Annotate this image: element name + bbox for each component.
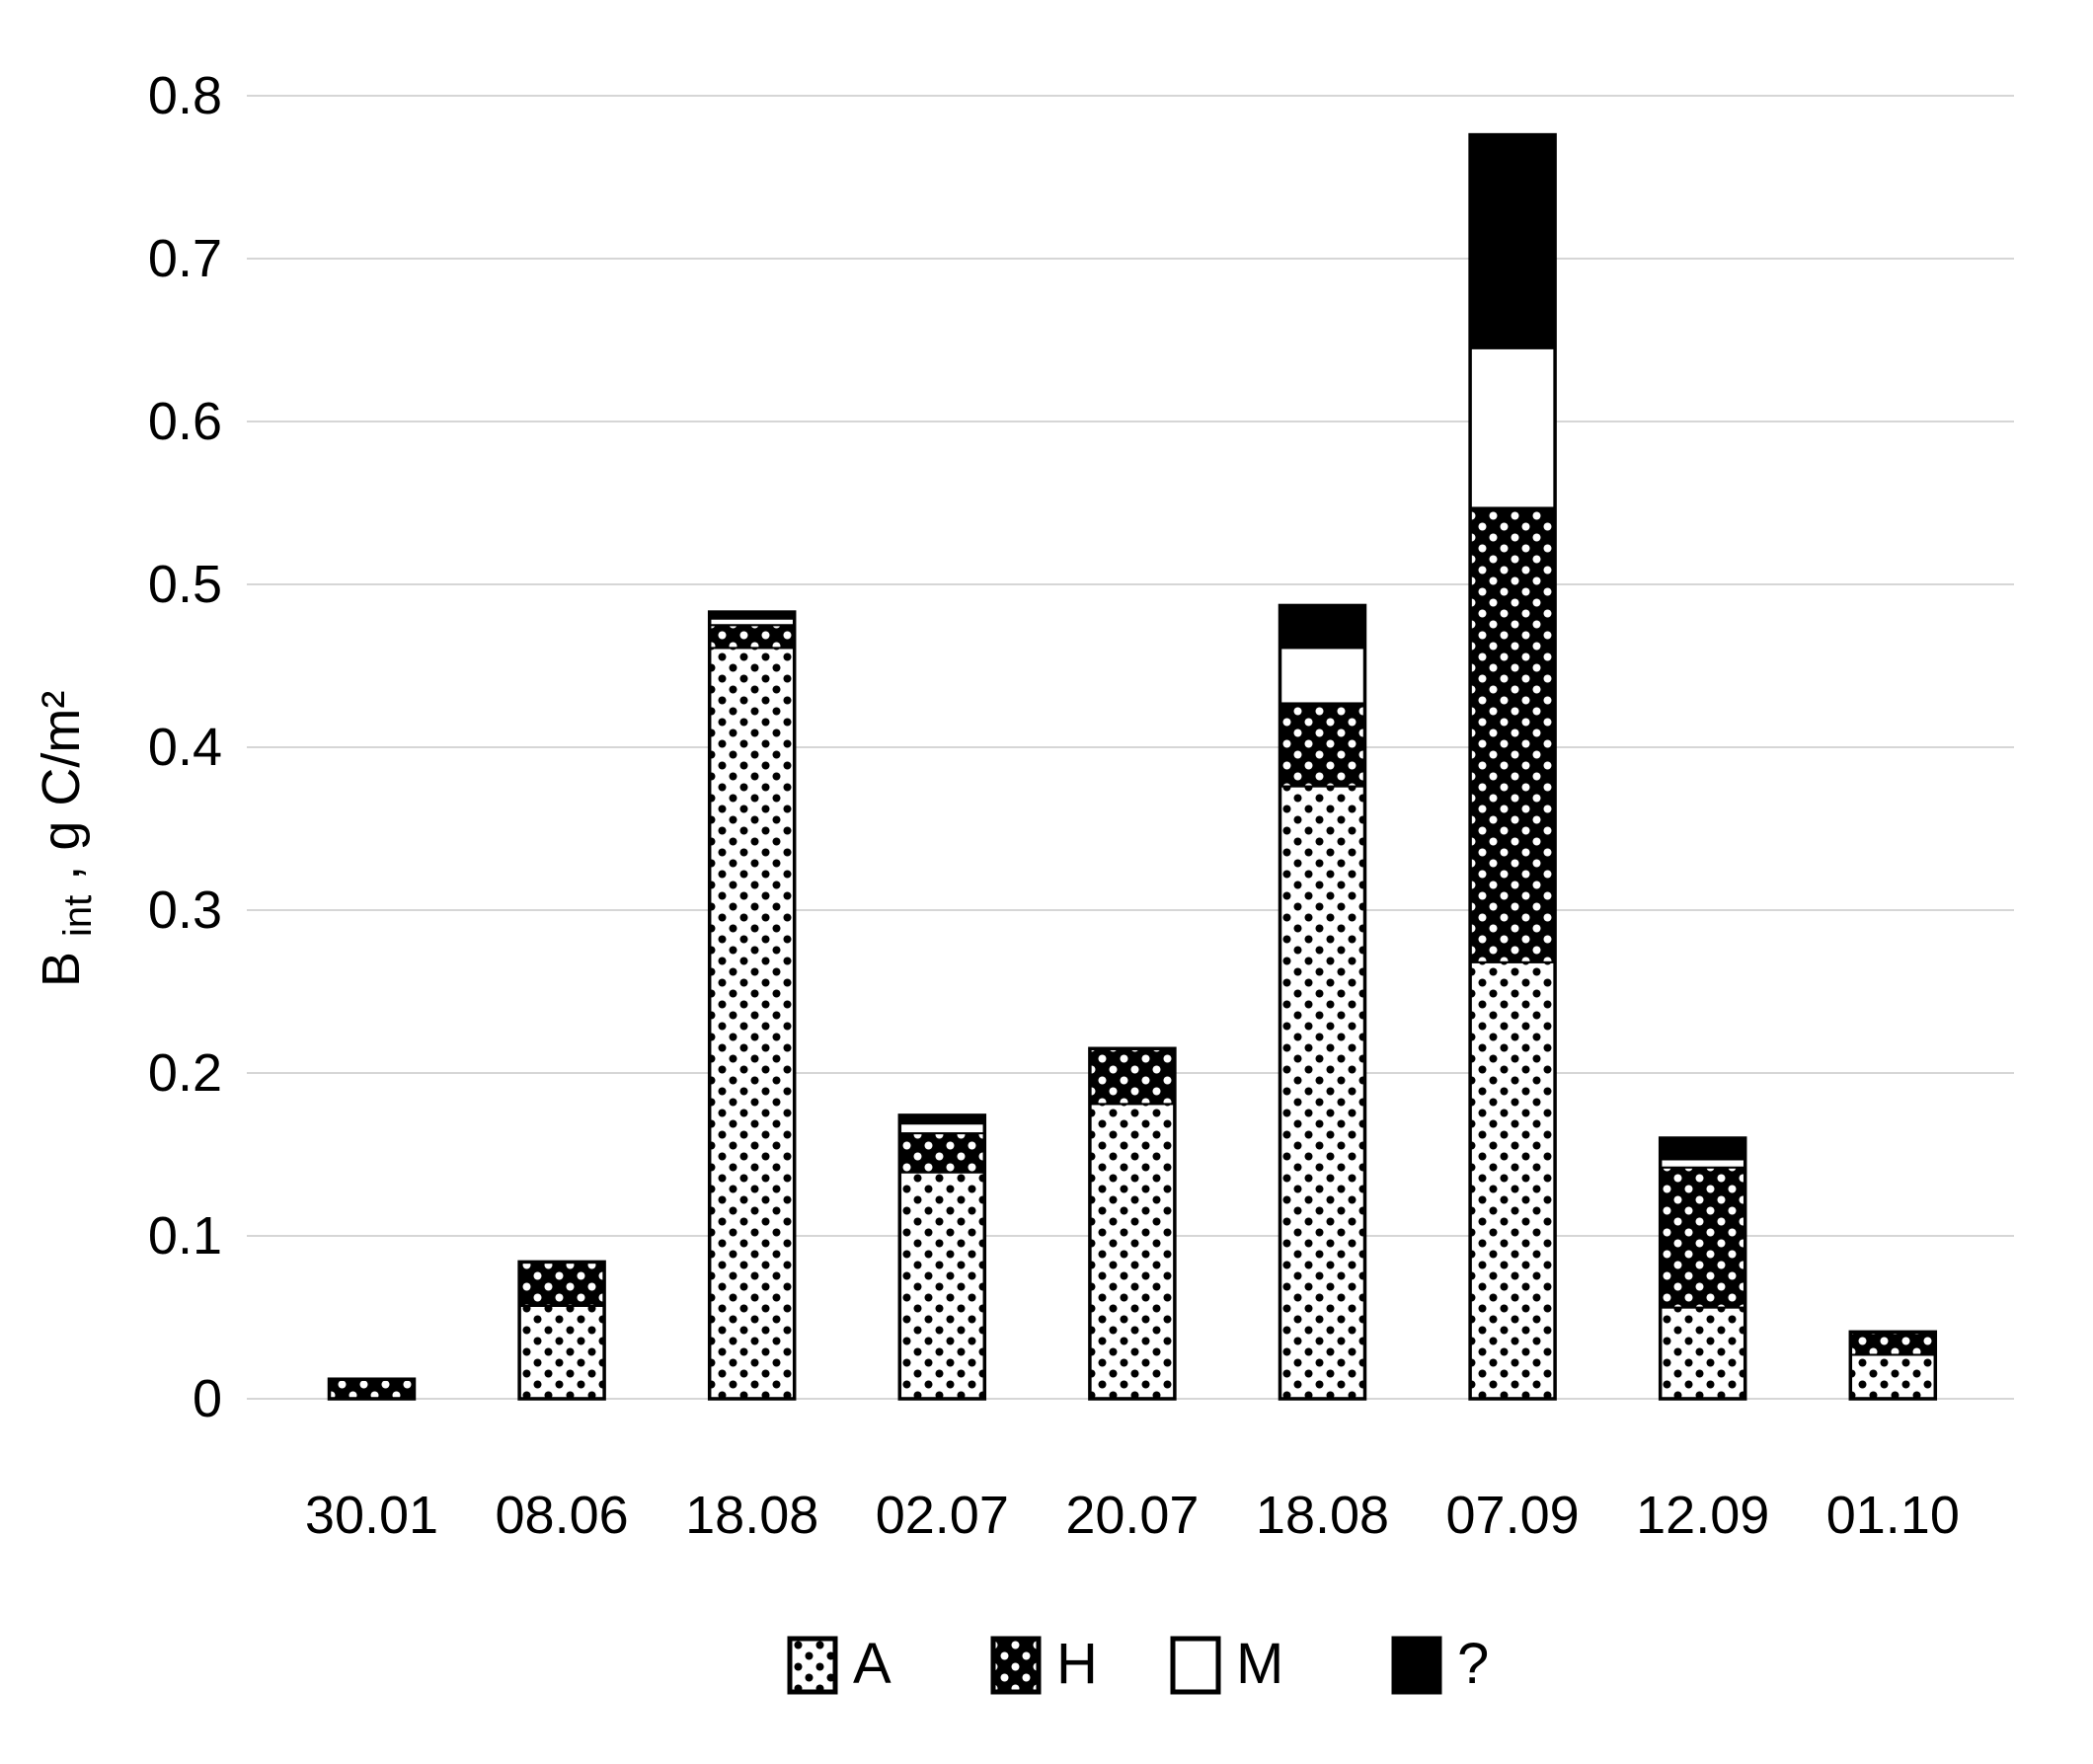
bar-segment-20.07-H <box>1088 1047 1176 1106</box>
bar-segment-02.07-A <box>898 1171 986 1401</box>
y-tick-label-0.7: 0.7 <box>148 229 222 288</box>
bar-outline-07.09 <box>1468 132 1557 1401</box>
legend-label-H: H <box>1056 1632 1098 1696</box>
bar-segment-01.10-A <box>1849 1353 1937 1400</box>
bar-segment-20.07-A <box>1088 1103 1176 1400</box>
x-tick-label-08.06: 08.06 <box>496 1486 629 1545</box>
y-tick-label-0.2: 0.2 <box>148 1043 222 1103</box>
y-tick-label-0.8: 0.8 <box>148 66 222 125</box>
y-axis-title-prefix: B <box>32 952 91 987</box>
x-tick-label-01.10: 01.10 <box>1826 1486 1960 1545</box>
bar-segment-07.09-? <box>1469 133 1557 349</box>
x-tick-label-20.07: 20.07 <box>1065 1486 1199 1545</box>
legend-swatch-M <box>1170 1636 1221 1695</box>
y-tick-label-0.6: 0.6 <box>148 392 222 451</box>
y-tick-label-0.1: 0.1 <box>148 1206 222 1265</box>
bar-outline-30.01 <box>327 1377 417 1401</box>
bar-segment-30.01-H <box>328 1378 416 1400</box>
bar-segment-02.07-M <box>898 1122 986 1135</box>
x-tick-label-02.07: 02.07 <box>876 1486 1009 1545</box>
bar-segment-08.06-H <box>518 1261 606 1307</box>
bar-segment-07.09-A <box>1469 960 1557 1400</box>
x-tick-label-30.01: 30.01 <box>305 1486 438 1545</box>
bar-segment-12.09-? <box>1659 1137 1746 1161</box>
bar-outline-12.09 <box>1658 1136 1747 1401</box>
legend-swatch-A <box>787 1636 838 1695</box>
bar-outline-01.10 <box>1848 1330 1938 1401</box>
bar-outline-18.08 <box>1278 603 1367 1401</box>
x-axis-tick-labels: 30.01 08.06 18.08 02.07 20.07 18.08 07.09 12.09… <box>305 1486 1960 1545</box>
bar-segment-18.08-H <box>708 624 796 650</box>
legend-swatch-? <box>1391 1636 1442 1695</box>
bar-outline-02.07 <box>897 1113 987 1401</box>
bar-segment-02.07-H <box>898 1132 986 1174</box>
bar-segment-08.06-A <box>518 1304 606 1400</box>
y-axis-title-suffix: , g C/m² <box>32 691 91 881</box>
x-tick-label-18.08: 18.08 <box>1256 1486 1389 1545</box>
bar-segment-01.10-H <box>1849 1331 1937 1356</box>
bar-segment-12.09-A <box>1659 1306 1746 1400</box>
legend-label-A: A <box>853 1632 891 1696</box>
bar-segment-07.09-M <box>1469 346 1557 509</box>
bars <box>327 132 1938 1401</box>
y-axis-tick-labels: 0 0.1 0.2 0.3 0.4 0.5 0.6 0.7 0.8 <box>148 66 222 1428</box>
legend-label-?: ? <box>1457 1632 1489 1696</box>
y-axis-title: B int , g C/m² <box>32 691 103 987</box>
gridlines <box>247 95 2014 1400</box>
y-tick-label-0.3: 0.3 <box>148 881 222 940</box>
bar-segment-18.08-A <box>708 647 796 1400</box>
y-tick-label-0.4: 0.4 <box>148 718 222 777</box>
bar-outline-08.06 <box>517 1260 606 1401</box>
legend-swatch-H <box>990 1636 1042 1695</box>
legend-label-M: M <box>1236 1632 1283 1696</box>
bar-outline-20.07 <box>1088 1046 1177 1401</box>
x-tick-label-18.08: 18.08 <box>685 1486 818 1545</box>
bar-segment-18.08-A <box>1279 785 1366 1400</box>
x-tick-label-07.09: 07.09 <box>1446 1486 1580 1545</box>
bar-outline-18.08 <box>707 610 797 1401</box>
bar-segment-18.08-H <box>1279 702 1366 788</box>
bar-segment-18.08-? <box>1279 604 1366 650</box>
bar-segment-18.08-M <box>1279 647 1366 705</box>
y-tick-label-0: 0 <box>193 1369 222 1428</box>
y-tick-label-0.5: 0.5 <box>148 555 222 614</box>
bar-segment-07.09-H <box>1469 506 1557 963</box>
bar-segment-12.09-H <box>1659 1166 1746 1309</box>
x-tick-label-12.09: 12.09 <box>1636 1486 1769 1545</box>
legend: A H M? <box>787 1632 1489 1696</box>
y-axis-title-subscript: int <box>56 895 100 937</box>
bar-segment-12.09-M <box>1659 1158 1746 1169</box>
